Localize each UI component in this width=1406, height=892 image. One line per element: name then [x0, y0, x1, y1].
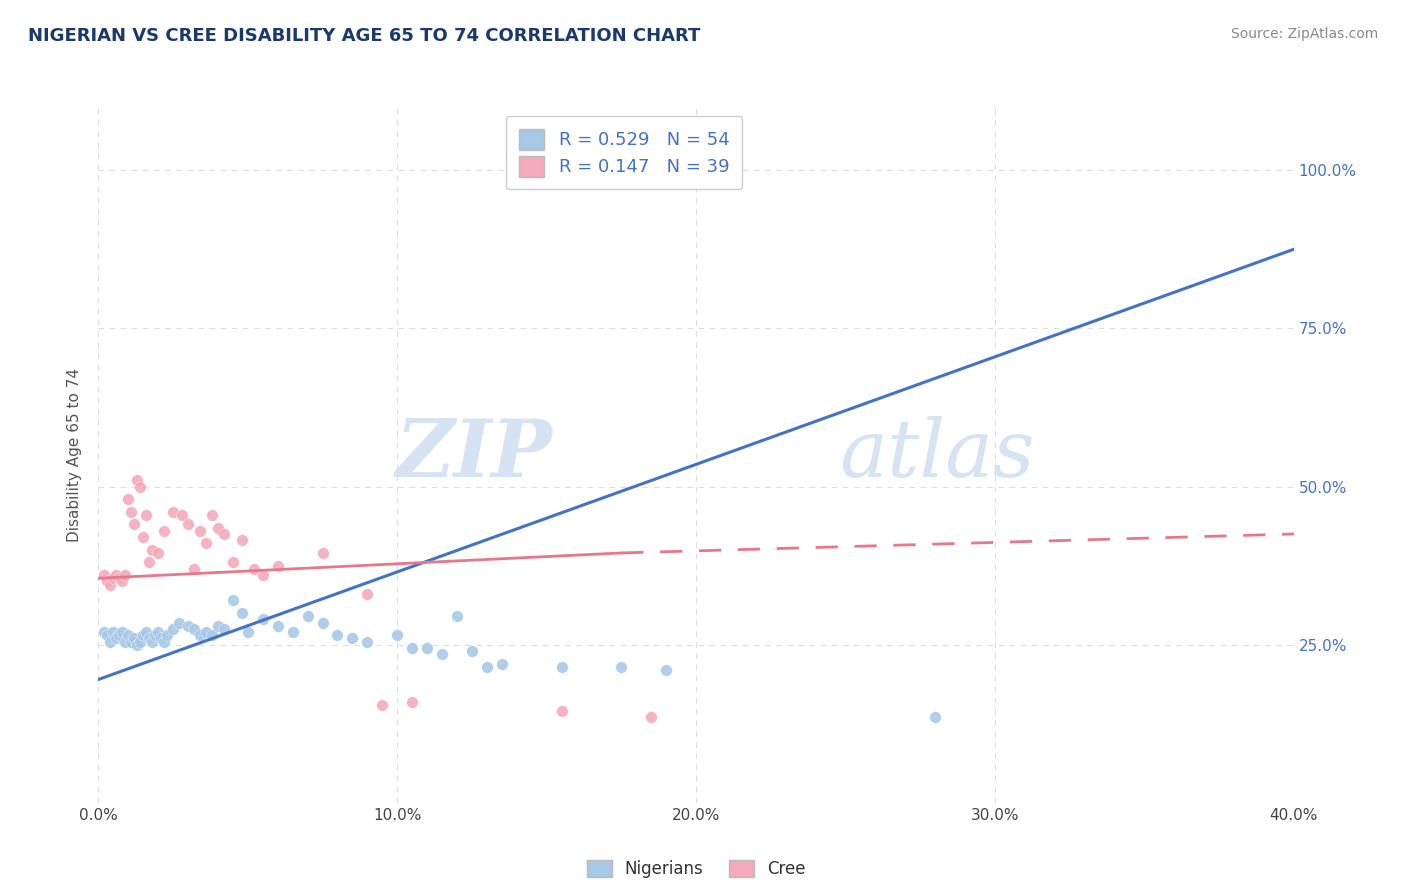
- Point: [129, 634, 152, 648]
- Point: [461, 644, 484, 658]
- Point: [111, 574, 134, 589]
- Point: [222, 556, 245, 570]
- Point: [100, 634, 122, 648]
- Point: [201, 628, 224, 642]
- Point: [267, 618, 290, 632]
- Point: [640, 710, 662, 724]
- Point: [148, 625, 170, 640]
- Point: [96, 574, 118, 589]
- Point: [195, 625, 218, 640]
- Point: [177, 517, 200, 532]
- Point: [143, 628, 166, 642]
- Point: [105, 568, 128, 582]
- Text: NIGERIAN VS CREE DISABILITY AGE 65 TO 74 CORRELATION CHART: NIGERIAN VS CREE DISABILITY AGE 65 TO 74…: [28, 27, 700, 45]
- Point: [183, 622, 205, 636]
- Point: [105, 632, 128, 646]
- Point: [100, 577, 122, 591]
- Point: [326, 628, 349, 642]
- Point: [243, 562, 266, 576]
- Point: [231, 533, 253, 548]
- Point: [610, 660, 633, 674]
- Point: [207, 521, 229, 535]
- Point: [138, 556, 160, 570]
- Point: [924, 710, 946, 724]
- Point: [132, 530, 155, 544]
- Point: [156, 628, 179, 642]
- Point: [297, 609, 319, 624]
- Point: [475, 660, 498, 674]
- Point: [356, 634, 378, 648]
- Point: [103, 571, 125, 585]
- Point: [93, 625, 115, 640]
- Point: [93, 568, 115, 582]
- Point: [655, 663, 678, 677]
- Point: [108, 571, 131, 585]
- Point: [141, 634, 163, 648]
- Point: [401, 640, 423, 655]
- Point: [124, 632, 146, 646]
- Point: [177, 618, 200, 632]
- Point: [342, 632, 364, 646]
- Point: [311, 615, 333, 630]
- Point: [117, 492, 139, 507]
- Point: [207, 618, 229, 632]
- Point: [188, 524, 211, 538]
- Point: [212, 622, 235, 636]
- Point: [148, 546, 170, 560]
- Point: [167, 615, 190, 630]
- Point: [201, 508, 224, 522]
- Point: [153, 634, 176, 648]
- Point: [114, 634, 136, 648]
- Point: [127, 638, 149, 652]
- Point: [96, 628, 118, 642]
- Point: [124, 517, 146, 532]
- Point: [212, 527, 235, 541]
- Point: [311, 546, 333, 560]
- Point: [356, 587, 378, 601]
- Point: [183, 562, 205, 576]
- Point: [236, 625, 259, 640]
- Point: [231, 606, 253, 620]
- Point: [141, 542, 163, 557]
- Point: [129, 479, 152, 493]
- Point: [153, 524, 176, 538]
- Point: [132, 628, 155, 642]
- Point: [162, 505, 184, 519]
- Text: Source: ZipAtlas.com: Source: ZipAtlas.com: [1230, 27, 1378, 41]
- Point: [138, 632, 160, 646]
- Point: [114, 568, 136, 582]
- Point: [135, 508, 157, 522]
- Point: [195, 536, 218, 550]
- Point: [416, 640, 439, 655]
- Point: [267, 558, 290, 573]
- Point: [281, 625, 304, 640]
- Point: [550, 660, 572, 674]
- Y-axis label: Disability Age 65 to 74: Disability Age 65 to 74: [67, 368, 83, 542]
- Point: [150, 632, 173, 646]
- Point: [401, 695, 423, 709]
- Point: [446, 609, 468, 624]
- Text: ZIP: ZIP: [395, 417, 553, 493]
- Point: [108, 628, 131, 642]
- Point: [162, 622, 184, 636]
- Point: [222, 593, 245, 607]
- Point: [252, 612, 274, 626]
- Point: [172, 508, 194, 522]
- Point: [491, 657, 513, 671]
- Text: atlas: atlas: [839, 417, 1035, 493]
- Legend: Nigerians, Cree: Nigerians, Cree: [579, 854, 813, 885]
- Point: [385, 628, 409, 642]
- Point: [430, 647, 453, 661]
- Point: [135, 625, 157, 640]
- Point: [188, 628, 211, 642]
- Point: [252, 568, 274, 582]
- Point: [103, 625, 125, 640]
- Point: [111, 625, 134, 640]
- Point: [127, 473, 149, 487]
- Point: [371, 698, 394, 712]
- Point: [120, 505, 142, 519]
- Point: [120, 634, 142, 648]
- Point: [550, 704, 572, 718]
- Point: [117, 628, 139, 642]
